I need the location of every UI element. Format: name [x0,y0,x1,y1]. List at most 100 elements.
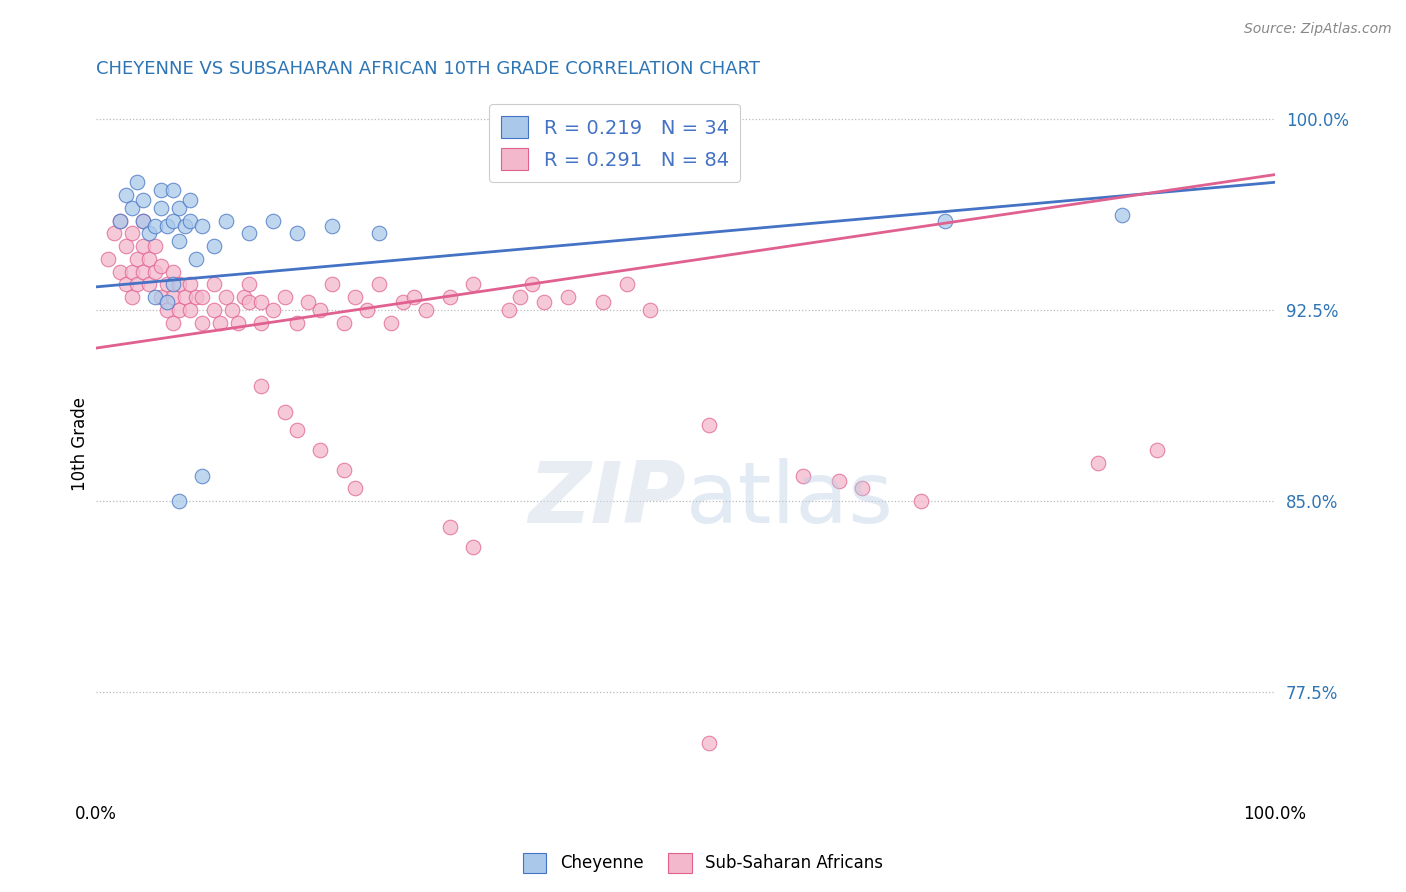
Point [162,183,184,197]
Point [202,302,225,317]
Point [173,290,195,304]
Point [616,277,638,292]
Point [934,213,956,227]
Point [215,213,238,227]
Point [827,474,849,488]
Point [221,302,243,317]
Point [533,295,555,310]
Point [415,302,437,317]
Point [439,290,461,304]
Point [150,290,173,304]
Point [356,302,378,317]
Point [186,252,208,266]
Point [167,234,190,248]
Point [697,736,720,750]
Point [1146,443,1168,458]
Point [121,290,143,304]
Point [792,468,814,483]
Point [215,290,238,304]
Point [191,219,214,233]
Point [127,277,149,292]
Point [463,540,485,554]
Point [97,252,120,266]
Point [167,494,190,508]
Point [191,316,214,330]
Point [1111,209,1133,223]
Point [127,175,149,189]
Point [138,252,160,266]
Y-axis label: 10th Grade: 10th Grade [72,397,89,491]
Point [368,277,391,292]
Point [910,494,932,508]
Point [592,295,614,310]
Point [391,295,413,310]
Point [208,316,231,330]
Point [250,379,273,393]
Point [127,252,149,266]
Point [285,227,308,241]
Point [121,201,143,215]
Point [167,277,190,292]
Point [274,290,297,304]
Point [498,302,520,317]
Point [156,277,179,292]
Point [321,277,343,292]
Point [162,213,184,227]
Legend: Cheyenne, Sub-Saharan Africans: Cheyenne, Sub-Saharan Africans [516,847,890,880]
Point [132,264,155,278]
Legend: R = 0.219   N = 34, R = 0.291   N = 84: R = 0.219 N = 34, R = 0.291 N = 84 [489,104,741,182]
Point [162,264,184,278]
Point [143,219,166,233]
Point [404,290,426,304]
Point [274,405,297,419]
Point [179,302,201,317]
Point [103,227,125,241]
Point [1087,456,1109,470]
Point [132,213,155,227]
Point [114,277,136,292]
Point [179,277,201,292]
Point [202,277,225,292]
Point [557,290,579,304]
Point [179,193,201,207]
Point [121,264,143,278]
Point [232,290,254,304]
Point [167,302,190,317]
Point [150,260,173,274]
Point [321,219,343,233]
Point [132,239,155,253]
Point [238,227,260,241]
Point [114,239,136,253]
Point [297,295,319,310]
Point [368,227,391,241]
Point [238,295,260,310]
Point [202,239,225,253]
Text: atlas: atlas [686,458,893,541]
Point [463,277,485,292]
Point [143,239,166,253]
Point [226,316,249,330]
Point [191,468,214,483]
Text: CHEYENNE VS SUBSAHARAN AFRICAN 10TH GRADE CORRELATION CHART: CHEYENNE VS SUBSAHARAN AFRICAN 10TH GRAD… [96,60,761,78]
Point [332,316,354,330]
Point [108,264,131,278]
Point [108,213,131,227]
Point [250,295,273,310]
Point [638,302,661,317]
Point [191,290,214,304]
Point [262,213,284,227]
Point [238,277,260,292]
Point [522,277,544,292]
Point [132,193,155,207]
Point [121,227,143,241]
Point [285,423,308,437]
Point [156,302,179,317]
Point [344,481,367,495]
Point [150,201,173,215]
Point [697,417,720,432]
Point [179,213,201,227]
Text: Source: ZipAtlas.com: Source: ZipAtlas.com [1244,22,1392,37]
Point [143,264,166,278]
Point [156,219,179,233]
Point [851,481,873,495]
